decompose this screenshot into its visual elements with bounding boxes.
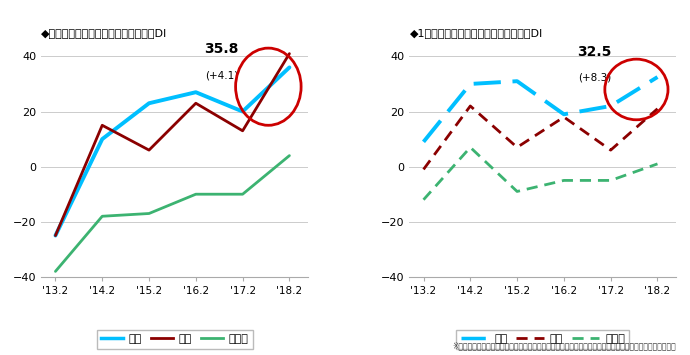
- Text: ◆1年後の土地取引状況の予想に関するDI: ◆1年後の土地取引状況の予想に関するDI: [409, 28, 543, 38]
- Text: 35.8: 35.8: [204, 42, 239, 56]
- Text: (+8.3): (+8.3): [578, 73, 611, 83]
- Text: 32.5: 32.5: [577, 45, 611, 59]
- Legend: 東京, 大阪, その他: 東京, 大阪, その他: [456, 330, 629, 349]
- Legend: 東京, 大阪, その他: 東京, 大阪, その他: [97, 330, 253, 349]
- Text: (+4.1): (+4.1): [205, 70, 238, 80]
- Text: ◆現在の土地取引状況の判断に関するDI: ◆現在の土地取引状況の判断に関するDI: [41, 28, 168, 38]
- Text: ※国土交通省「平成２９年度「土地取引動向調査（第２回調査）」」をもとに東急リバブル株式会社が作成: ※国土交通省「平成２９年度「土地取引動向調査（第２回調査）」」をもとに東急リバブ…: [453, 341, 676, 350]
